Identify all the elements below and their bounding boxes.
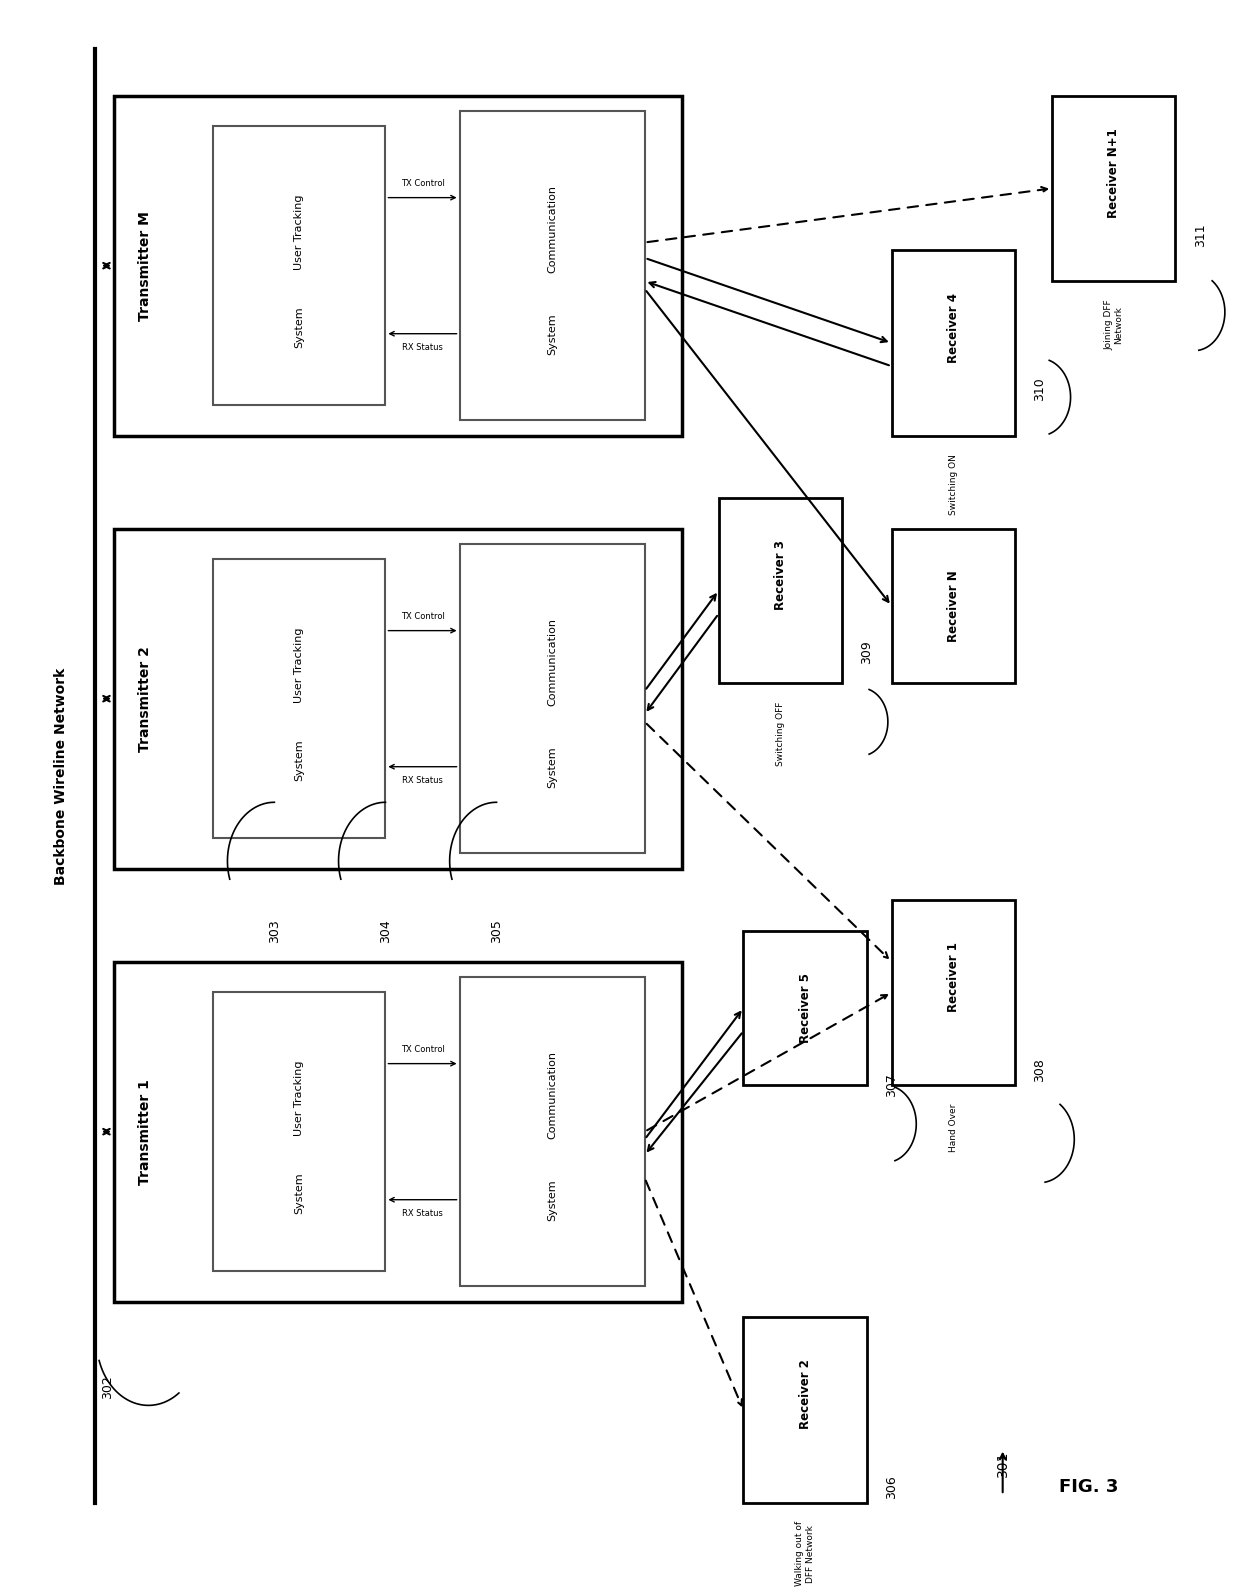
Text: System: System <box>547 313 557 354</box>
Bar <box>212 126 386 405</box>
Bar <box>212 560 386 837</box>
Text: Backbone Wireline Network: Backbone Wireline Network <box>53 667 68 885</box>
Bar <box>744 1317 867 1502</box>
Text: Communication: Communication <box>547 617 557 705</box>
Text: 307: 307 <box>885 1073 898 1097</box>
Text: RX Status: RX Status <box>402 1209 443 1219</box>
Text: 305: 305 <box>490 919 503 943</box>
Text: User Tracking: User Tracking <box>294 1061 304 1136</box>
Text: Communication: Communication <box>547 1051 557 1139</box>
Bar <box>460 978 645 1286</box>
Text: 303: 303 <box>268 919 280 943</box>
Text: Communication: Communication <box>547 185 557 273</box>
Text: Hand Over: Hand Over <box>949 1104 957 1152</box>
Text: Joining DFF
Network: Joining DFF Network <box>1104 300 1123 351</box>
Text: 310: 310 <box>1033 378 1047 402</box>
Bar <box>114 96 682 435</box>
Bar <box>212 992 386 1271</box>
Text: TX Control: TX Control <box>401 179 444 188</box>
Text: 311: 311 <box>1194 223 1207 247</box>
Text: System: System <box>294 306 304 348</box>
Text: System: System <box>547 1179 557 1220</box>
Text: Switching OFF: Switching OFF <box>776 702 785 766</box>
Text: RX Status: RX Status <box>402 343 443 352</box>
Text: FIG. 3: FIG. 3 <box>1059 1479 1118 1496</box>
Bar <box>1052 96 1176 281</box>
Text: Receiver 3: Receiver 3 <box>774 541 787 609</box>
Text: 304: 304 <box>379 919 392 943</box>
Text: 302: 302 <box>102 1375 114 1399</box>
Text: System: System <box>294 738 304 780</box>
Bar <box>744 930 867 1085</box>
Text: Receiver N+1: Receiver N+1 <box>1107 128 1120 219</box>
Text: Receiver 2: Receiver 2 <box>799 1359 812 1429</box>
Text: Transmitter 2: Transmitter 2 <box>138 646 151 751</box>
Bar <box>892 900 1016 1085</box>
Text: Receiver 5: Receiver 5 <box>799 973 812 1043</box>
Text: System: System <box>294 1172 304 1214</box>
Text: 306: 306 <box>885 1475 898 1499</box>
Bar <box>114 528 682 869</box>
Text: Receiver N: Receiver N <box>947 569 960 641</box>
Text: Walking out of
DFF Network: Walking out of DFF Network <box>796 1522 815 1587</box>
Text: User Tracking: User Tracking <box>294 195 304 270</box>
Bar <box>460 544 645 853</box>
Text: TX Control: TX Control <box>401 1045 444 1054</box>
Text: 301: 301 <box>996 1451 1009 1477</box>
Text: Transmitter M: Transmitter M <box>138 211 151 321</box>
Bar <box>892 528 1016 683</box>
Text: TX Control: TX Control <box>401 612 444 622</box>
Text: System: System <box>547 746 557 788</box>
Text: Receiver 4: Receiver 4 <box>947 292 960 362</box>
Text: Transmitter 1: Transmitter 1 <box>138 1078 151 1185</box>
Bar <box>114 962 682 1302</box>
Bar <box>460 112 645 421</box>
Text: Receiver 1: Receiver 1 <box>947 943 960 1011</box>
Text: 309: 309 <box>861 641 873 664</box>
Text: Switching ON: Switching ON <box>949 455 957 515</box>
Text: User Tracking: User Tracking <box>294 627 304 703</box>
Bar <box>719 498 842 683</box>
Text: RX Status: RX Status <box>402 777 443 785</box>
Text: 308: 308 <box>1033 1057 1047 1081</box>
Bar <box>892 250 1016 435</box>
